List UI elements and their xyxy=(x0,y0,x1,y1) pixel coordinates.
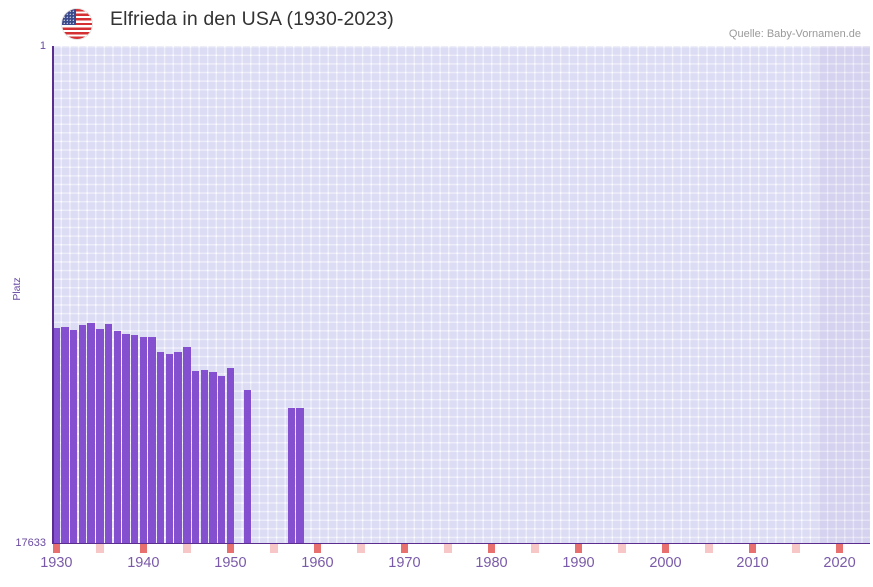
bar-1938[interactable] xyxy=(122,334,130,544)
source-attribution: Quelle: Baby-Vornamen.de xyxy=(728,28,861,40)
x-axis-label-2020: 2020 xyxy=(823,555,856,571)
x-axis-label-1960: 1960 xyxy=(301,555,334,571)
x-tick-1970 xyxy=(400,544,409,553)
bar-1950[interactable] xyxy=(226,368,235,544)
chart-grid xyxy=(52,46,870,544)
x-tick-2015 xyxy=(792,544,800,553)
bar-1952[interactable] xyxy=(244,390,252,544)
bar-1946[interactable] xyxy=(191,371,200,544)
x-tick-1990 xyxy=(574,544,583,553)
x-tick-1945 xyxy=(183,544,191,553)
x-tick-2005 xyxy=(705,544,713,553)
bar-1933[interactable] xyxy=(78,325,87,544)
x-axis-label-2010: 2010 xyxy=(736,555,769,571)
x-tick-1965 xyxy=(357,544,365,553)
bar-series xyxy=(52,46,870,544)
x-axis-label-1990: 1990 xyxy=(562,555,595,571)
x-axis-labels: 1930 1940 1950 1960 1970 1980 1990 2000 2010 2020 xyxy=(40,555,870,581)
bar-1941[interactable] xyxy=(148,337,156,544)
bar-1935[interactable] xyxy=(96,329,104,544)
x-tick-1955 xyxy=(270,544,278,553)
bar-1939[interactable] xyxy=(130,335,139,544)
bar-1958[interactable] xyxy=(296,408,304,544)
x-axis-label-1970: 1970 xyxy=(388,555,421,571)
bar-1943[interactable] xyxy=(165,354,174,544)
flag-canton xyxy=(62,9,76,26)
bar-1936[interactable] xyxy=(104,324,113,544)
x-tick-1930 xyxy=(52,544,61,553)
bar-1947[interactable] xyxy=(200,370,208,544)
x-axis-label-1980: 1980 xyxy=(475,555,508,571)
page-title: Elfrieda in den USA (1930-2023) xyxy=(110,8,394,30)
x-axis-line xyxy=(52,542,870,544)
bar-1940[interactable] xyxy=(139,337,148,544)
y-axis-title: Platz xyxy=(11,277,23,301)
bar-1944[interactable] xyxy=(174,352,182,544)
x-axis-label-1940: 1940 xyxy=(127,555,160,571)
bar-1949[interactable] xyxy=(217,376,226,544)
x-tick-1980 xyxy=(487,544,496,553)
bar-1948[interactable] xyxy=(209,372,217,544)
us-flag-icon xyxy=(62,9,92,39)
x-tick-2010 xyxy=(748,544,757,553)
bar-1945[interactable] xyxy=(183,347,191,544)
chart-header: Elfrieda in den USA (1930-2023) Quelle: … xyxy=(0,0,873,46)
x-tick-1935 xyxy=(96,544,104,553)
bar-1942[interactable] xyxy=(157,352,165,544)
x-axis-ticks xyxy=(52,544,870,553)
y-axis-min-label: 17633 xyxy=(15,537,46,549)
recent-years-shaded-region xyxy=(817,46,870,544)
x-axis-label-1930: 1930 xyxy=(40,555,73,571)
bar-1957[interactable] xyxy=(287,408,295,544)
bar-1937[interactable] xyxy=(113,331,121,544)
x-axis-label-1950: 1950 xyxy=(214,555,247,571)
bar-1934[interactable] xyxy=(87,323,95,544)
chart-plot-area xyxy=(52,46,870,544)
x-tick-1995 xyxy=(618,544,626,553)
x-axis-label-2000: 2000 xyxy=(649,555,682,571)
bar-1930[interactable] xyxy=(52,328,61,544)
x-tick-1985 xyxy=(531,544,539,553)
x-tick-2000 xyxy=(661,544,670,553)
x-tick-1940 xyxy=(139,544,148,553)
y-axis-line xyxy=(52,46,54,544)
x-tick-2020 xyxy=(835,544,844,553)
x-tick-1975 xyxy=(444,544,452,553)
bar-1932[interactable] xyxy=(70,330,78,544)
y-axis-max-label: 1 xyxy=(39,40,46,52)
x-tick-1960 xyxy=(313,544,322,553)
bar-1931[interactable] xyxy=(61,327,69,544)
x-tick-1950 xyxy=(226,544,235,553)
